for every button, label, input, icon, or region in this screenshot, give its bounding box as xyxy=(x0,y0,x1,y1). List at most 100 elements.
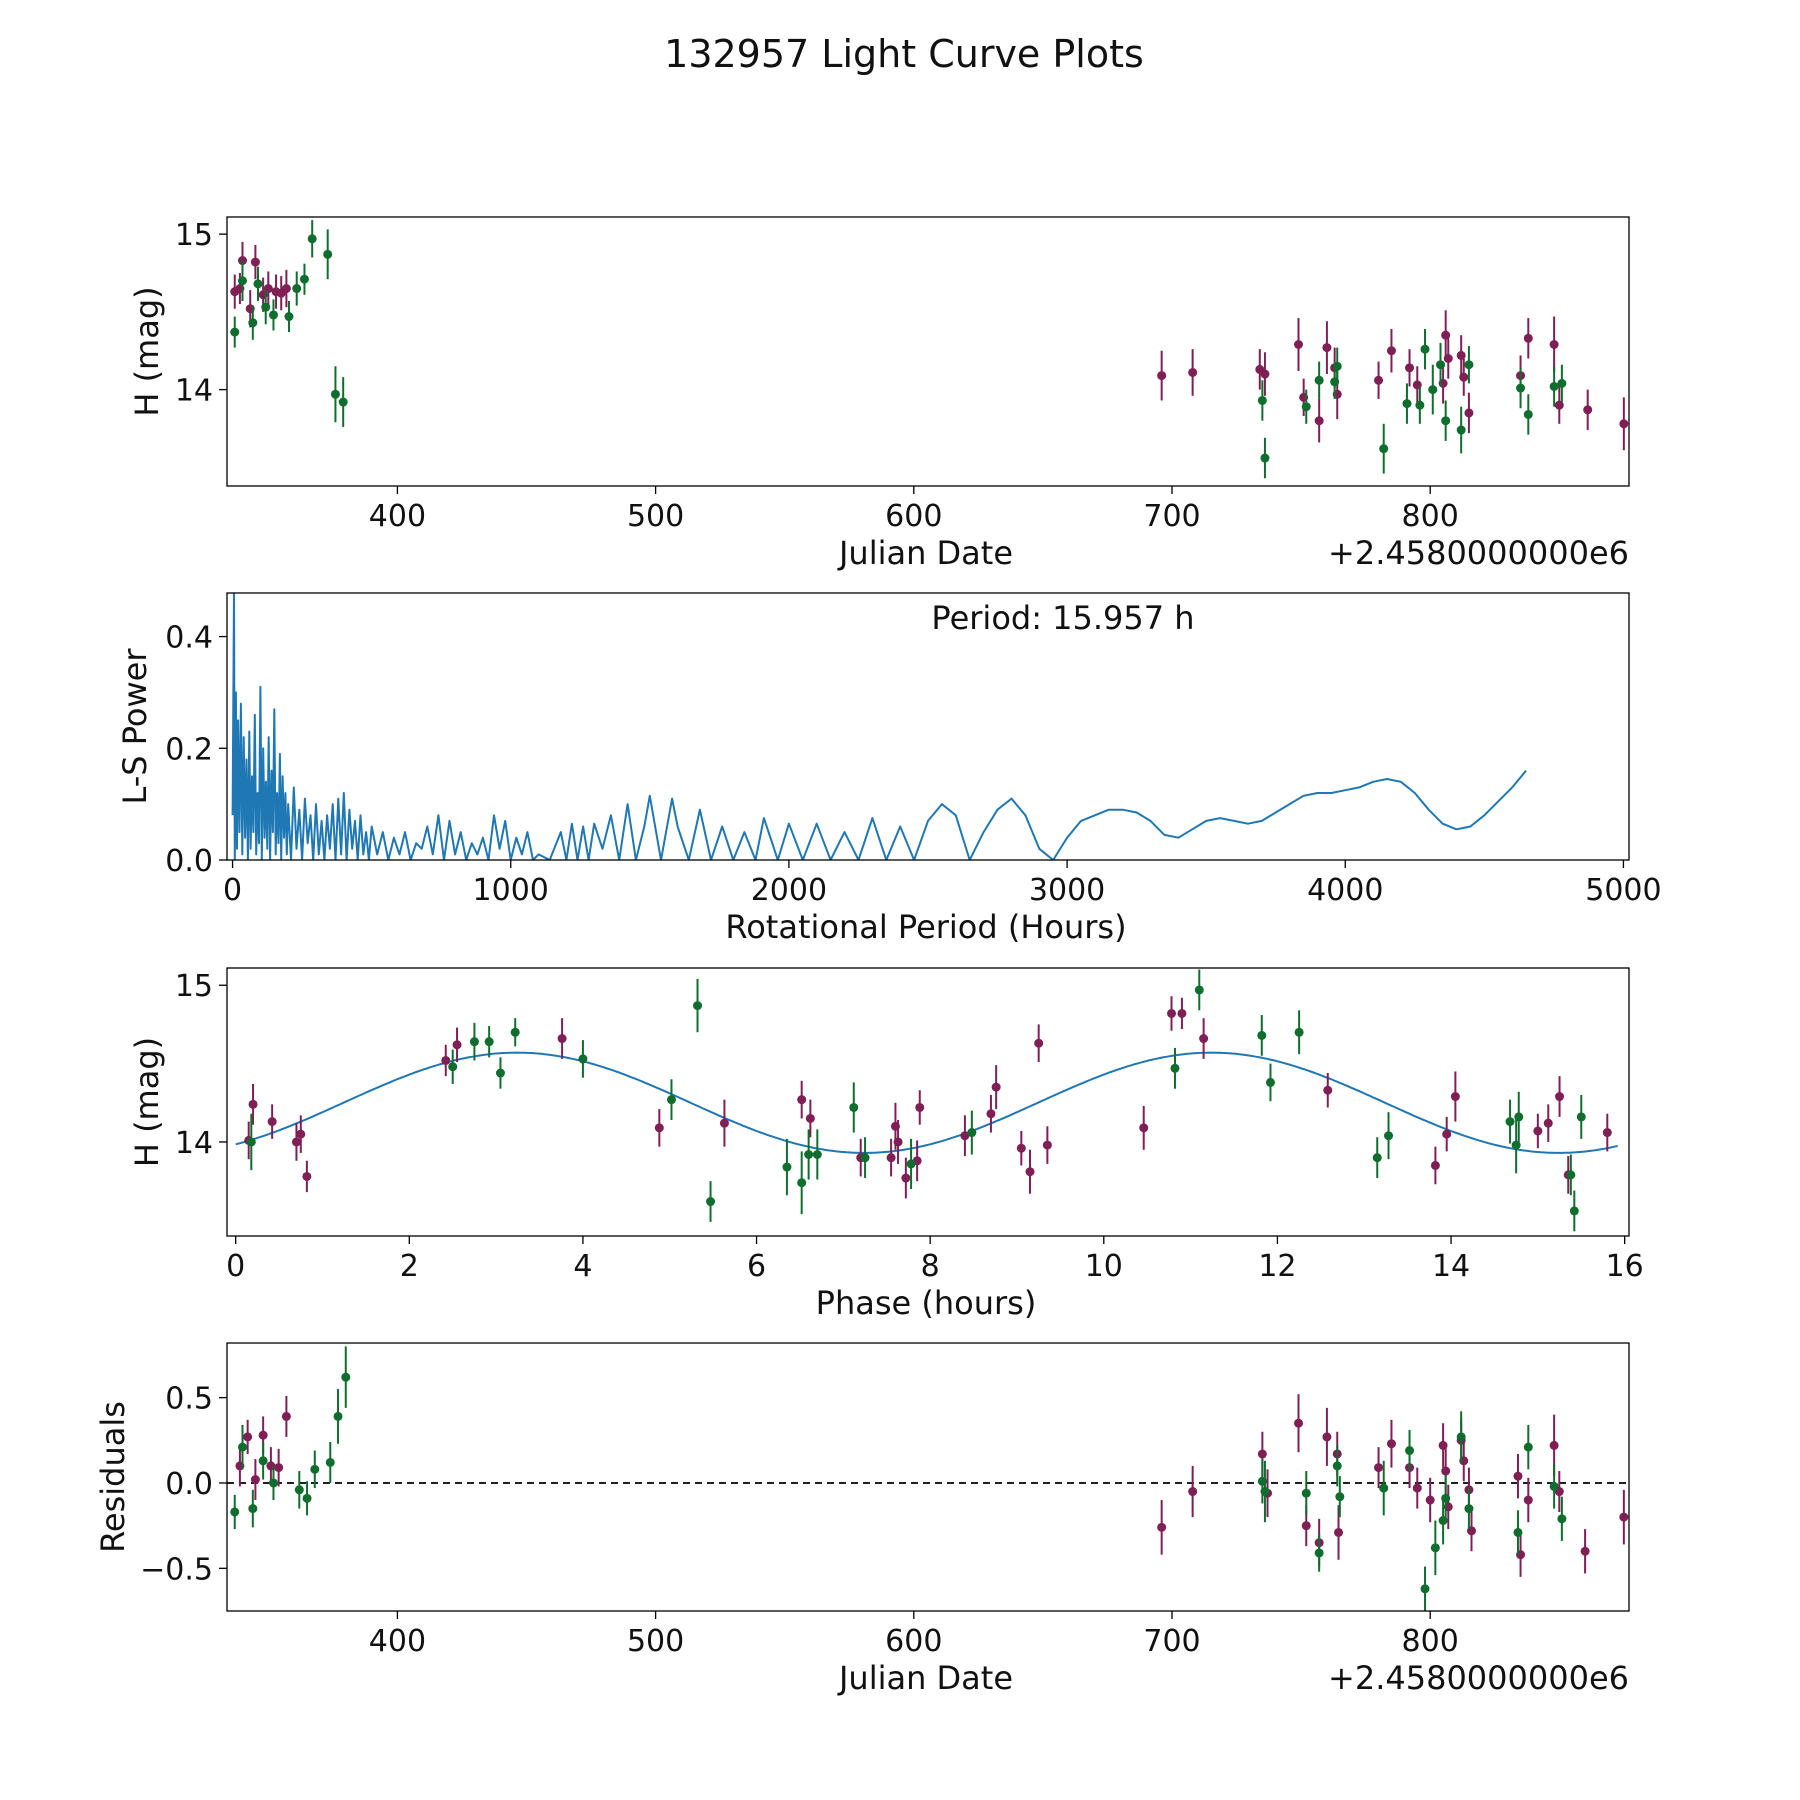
data-point xyxy=(1456,350,1466,360)
data-point xyxy=(986,1109,996,1119)
plot-area-ls xyxy=(231,593,1527,860)
x-tick-label: 400 xyxy=(369,499,426,534)
plot-area-phase xyxy=(235,969,1618,1232)
data-point xyxy=(1430,1160,1440,1170)
data-point xyxy=(1139,1123,1149,1133)
data-point xyxy=(1583,405,1593,415)
data-point xyxy=(1257,1030,1267,1040)
data-point xyxy=(1379,1483,1389,1493)
data-point xyxy=(991,1082,1001,1092)
x-tick-label: 400 xyxy=(369,1624,426,1659)
data-point xyxy=(654,1123,664,1133)
data-point xyxy=(1557,378,1567,388)
data-point xyxy=(1042,1140,1052,1150)
data-point xyxy=(250,257,260,267)
data-point xyxy=(1441,416,1451,426)
data-point xyxy=(1443,353,1453,363)
data-point xyxy=(1379,444,1389,454)
data-point xyxy=(1314,375,1324,385)
data-point xyxy=(1323,1085,1333,1095)
data-point xyxy=(1314,1548,1324,1558)
data-point xyxy=(1402,399,1412,409)
x-axis-label: Julian Date xyxy=(837,534,1013,572)
data-point xyxy=(1372,1153,1382,1163)
y-tick-label: 14 xyxy=(175,374,213,409)
panel-phase: 0 2 4 6 8 10 12 14 16 14 15 Phase (hours) H (mag) xyxy=(128,967,1644,1322)
data-point xyxy=(294,1485,304,1495)
data-point xyxy=(1386,346,1396,356)
model-fit-curve xyxy=(235,1051,1618,1154)
data-point xyxy=(1436,360,1446,370)
data-point xyxy=(1505,1117,1515,1127)
data-point xyxy=(1533,1126,1543,1136)
y-axis-label: L-S Power xyxy=(116,648,154,805)
data-point xyxy=(452,1040,462,1050)
data-point xyxy=(1420,1584,1430,1594)
data-point xyxy=(706,1197,716,1207)
data-point xyxy=(243,1432,253,1442)
x-tick-label: 14 xyxy=(1432,1249,1470,1284)
data-point xyxy=(1523,1495,1533,1505)
x-tick-label: 800 xyxy=(1402,1624,1459,1659)
data-point xyxy=(1619,1512,1629,1522)
series-series_b xyxy=(230,1346,1567,1611)
data-point xyxy=(1554,400,1564,410)
data-point xyxy=(1549,340,1559,350)
x-tick-label: 500 xyxy=(627,1624,684,1659)
data-point xyxy=(1557,1514,1567,1524)
data-point xyxy=(1580,1546,1590,1556)
data-point xyxy=(901,1173,911,1183)
data-point xyxy=(1260,453,1270,463)
data-point xyxy=(1555,1092,1565,1102)
data-point xyxy=(268,310,278,320)
data-point xyxy=(578,1054,588,1064)
data-point xyxy=(1549,381,1559,391)
data-point xyxy=(1188,367,1198,377)
data-point xyxy=(1516,383,1526,393)
data-point xyxy=(1513,1471,1523,1481)
data-point xyxy=(1157,1522,1167,1532)
data-point xyxy=(1456,1432,1466,1442)
y-tick-label: 0.4 xyxy=(165,621,213,656)
data-point xyxy=(893,1137,903,1147)
axes-frame xyxy=(226,967,1630,1237)
data-point xyxy=(1322,1432,1332,1442)
data-point xyxy=(693,1001,703,1011)
data-point xyxy=(310,1464,320,1474)
data-point xyxy=(1335,1492,1345,1502)
data-point xyxy=(860,1153,870,1163)
x-tick-label: 4000 xyxy=(1307,873,1383,908)
data-point xyxy=(1257,395,1267,405)
x-tick-label: 700 xyxy=(1143,499,1200,534)
data-point xyxy=(1157,371,1167,381)
data-point xyxy=(1456,425,1466,435)
data-point xyxy=(495,1068,505,1078)
data-point xyxy=(1332,361,1342,371)
data-point xyxy=(448,1062,458,1072)
y-tick-label: 14 xyxy=(175,1126,213,1161)
data-point xyxy=(333,1411,343,1421)
data-point xyxy=(302,1171,312,1181)
data-point xyxy=(1260,1487,1270,1497)
period-annotation: Period: 15.957 h xyxy=(931,599,1194,637)
y-tick-label: 15 xyxy=(175,218,213,253)
x-tick-label: 8 xyxy=(921,1249,940,1284)
axes-frame xyxy=(226,216,1630,487)
data-point xyxy=(812,1150,822,1160)
data-point xyxy=(960,1131,970,1141)
data-point xyxy=(1386,1439,1396,1449)
data-point xyxy=(230,327,240,337)
data-point xyxy=(1034,1038,1044,1048)
axes-frame xyxy=(226,1342,1630,1612)
data-point xyxy=(281,284,291,294)
data-point xyxy=(291,1137,301,1147)
data-point xyxy=(915,1102,925,1112)
data-point xyxy=(1576,1112,1586,1122)
series-series_a xyxy=(235,1394,1629,1577)
x-tick-label: 3000 xyxy=(1029,873,1105,908)
data-point xyxy=(1294,1418,1304,1428)
data-point xyxy=(1513,1527,1523,1537)
data-point xyxy=(1430,1543,1440,1553)
x-tick-label: 500 xyxy=(627,499,684,534)
data-point xyxy=(782,1162,792,1172)
